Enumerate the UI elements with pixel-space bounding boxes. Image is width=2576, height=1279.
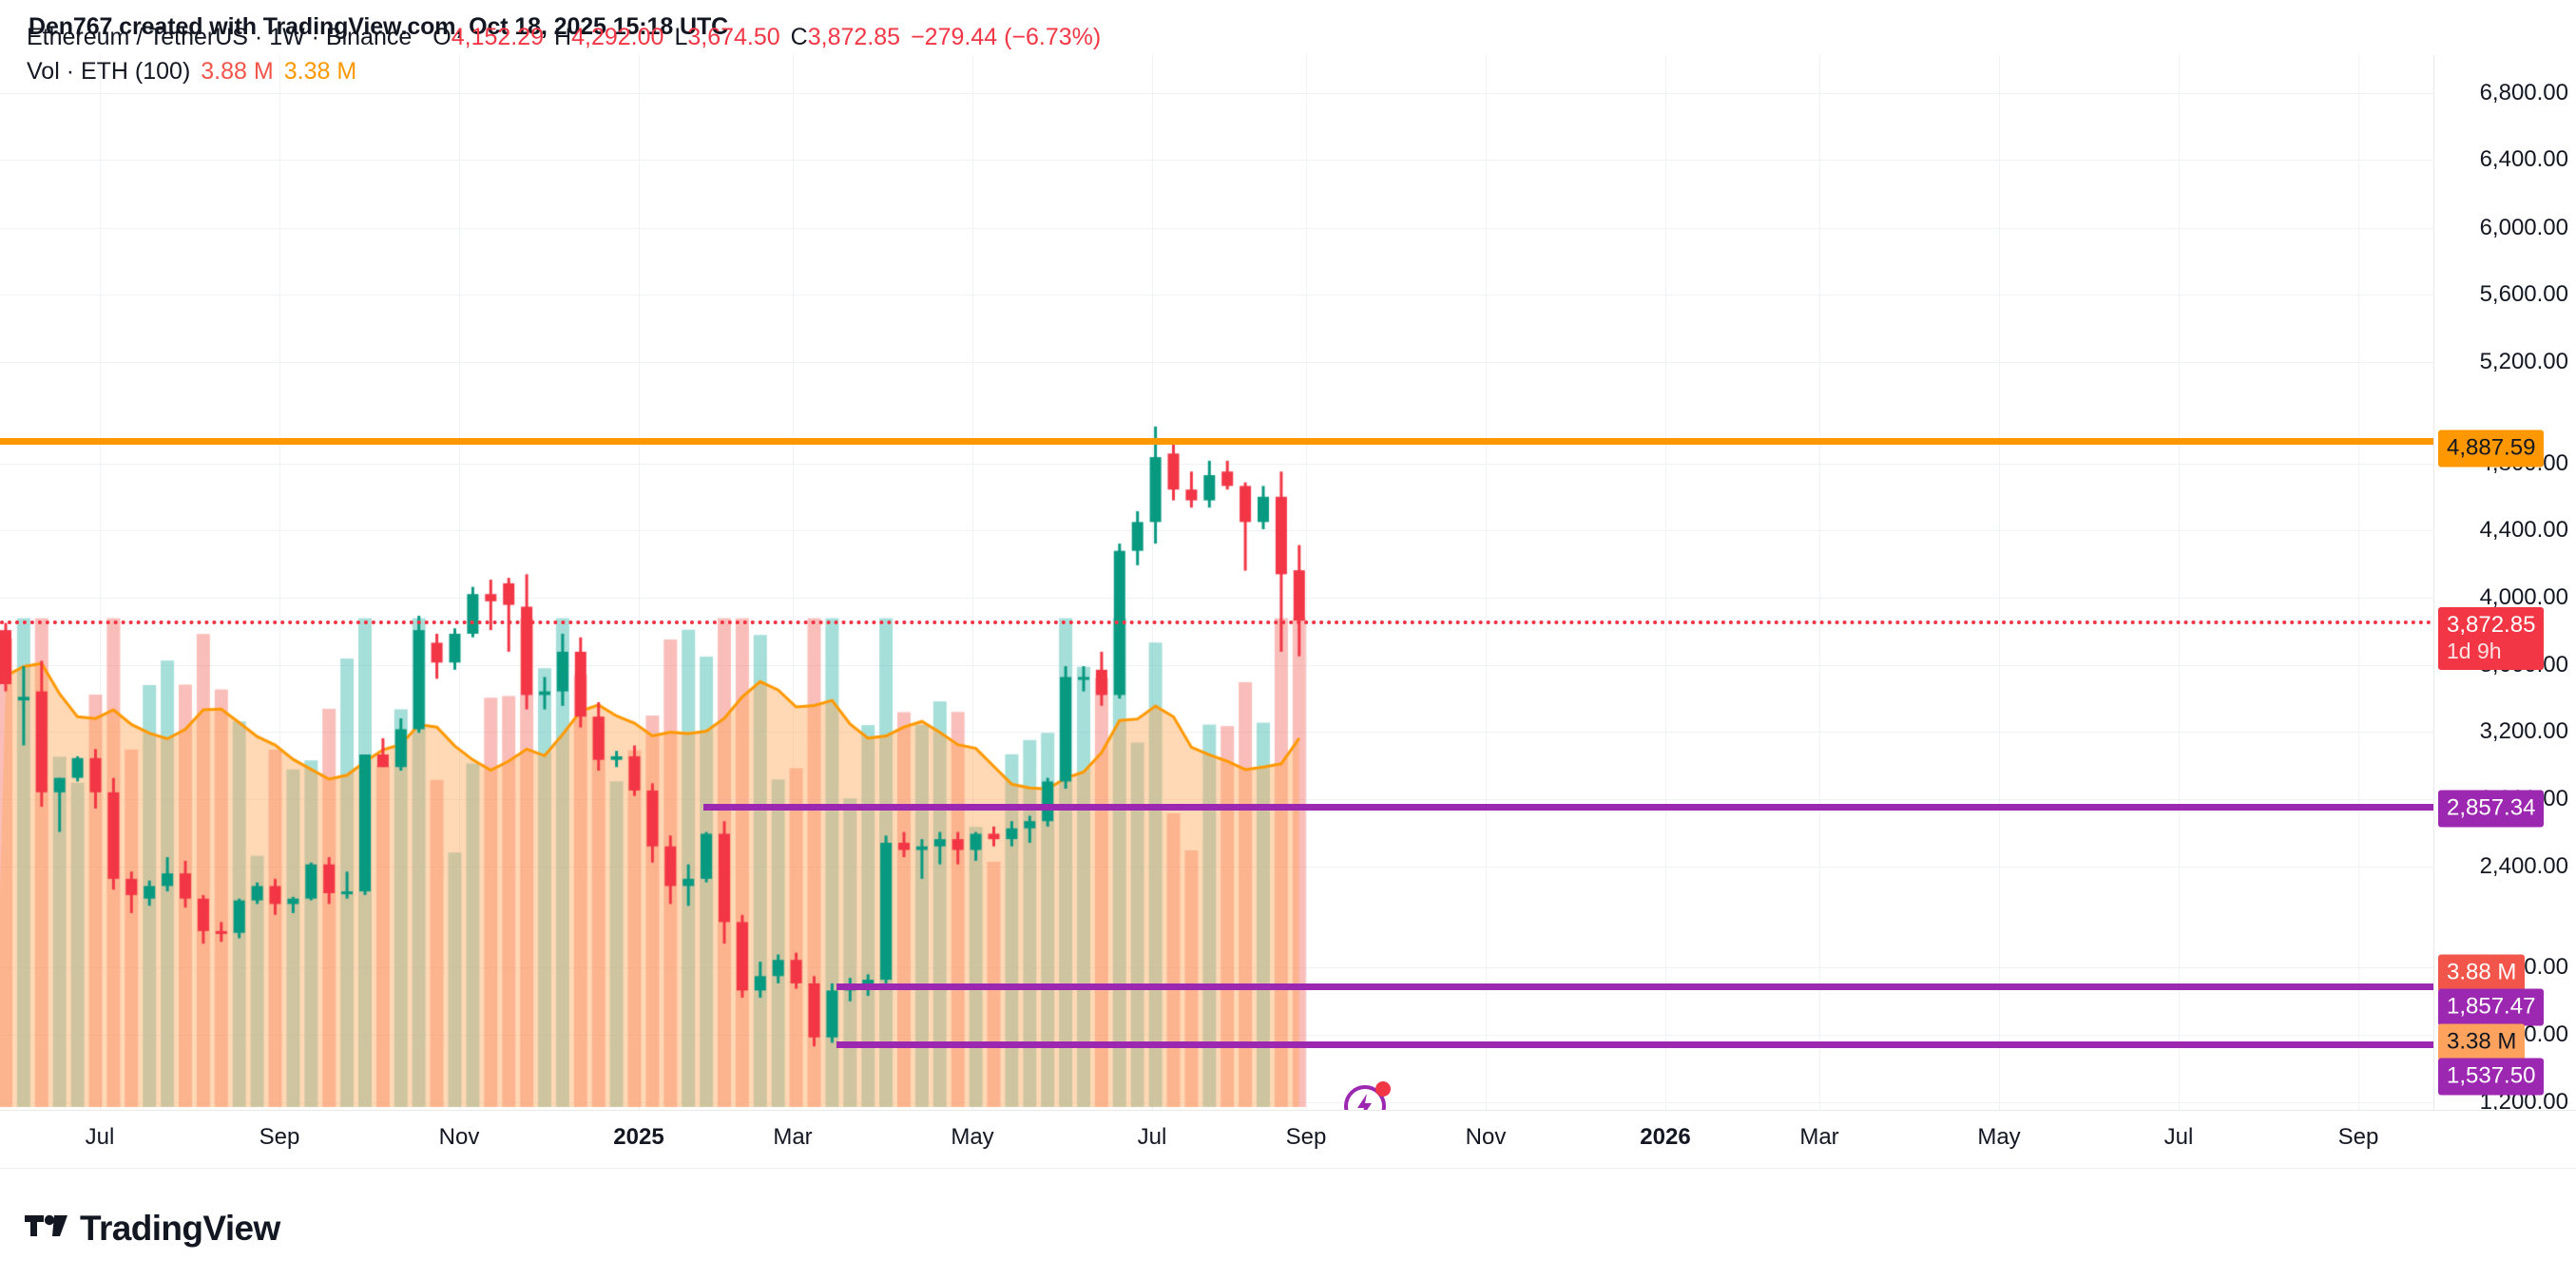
- legend-ohlc-row[interactable]: Ethereum / TetherUS · 1W · Binance O4,152…: [27, 21, 1101, 53]
- volume-ma-badge[interactable]: 3.38 M: [2438, 1023, 2526, 1061]
- support-3-price-badge[interactable]: 1,537.50: [2438, 1058, 2545, 1096]
- last-price-badge[interactable]: 3,872.85 1d 9h: [2438, 607, 2545, 670]
- legend-change-value: −279.44 (−6.73%): [911, 24, 1102, 50]
- price-axis-tick: 2,400.00: [2479, 853, 2568, 879]
- chart-legend: Ethereum / TetherUS · 1W · Binance O4,152…: [27, 21, 1101, 87]
- time-axis-tick: Jul: [1137, 1124, 1167, 1150]
- legend-volume-title[interactable]: Vol · ETH (100): [27, 58, 191, 85]
- candlestick-canvas[interactable]: [0, 55, 2433, 1110]
- support-1-price-badge[interactable]: 2,857.34: [2438, 790, 2545, 828]
- last-close-level-line: [0, 620, 2433, 625]
- support-level-2-line[interactable]: [836, 983, 2433, 991]
- time-axis-tick: May: [1977, 1124, 2021, 1150]
- time-axis-tick: Nov: [438, 1124, 480, 1150]
- legend-volume-ma-value: 3.38 M: [283, 58, 357, 85]
- tradingview-footer: TradingView: [25, 1209, 280, 1249]
- price-axis-tick: 6,400.00: [2479, 146, 2568, 172]
- legend-open-label: O: [433, 24, 452, 50]
- support-level-1-line[interactable]: [703, 803, 2433, 811]
- alert-bolt-icon[interactable]: [1342, 1079, 1392, 1110]
- legend-low-label: L: [674, 24, 688, 50]
- legend-symbol[interactable]: Ethereum / TetherUS · 1W · Binance: [27, 24, 413, 50]
- legend-close-value: 3,872.85: [807, 24, 901, 50]
- support-2-price-badge[interactable]: 1,857.47: [2438, 988, 2545, 1026]
- volume-last-badge[interactable]: 3.88 M: [2438, 954, 2526, 992]
- price-axis-tick: 4,000.00: [2479, 584, 2568, 610]
- price-axis-tick: 3,200.00: [2479, 718, 2568, 744]
- time-axis-tick: Mar: [773, 1124, 813, 1150]
- legend-volume-row[interactable]: Vol · ETH (100) 3.88 M 3.38 M: [27, 55, 1101, 87]
- attribution-text: Den767 created with TradingView.com, Oct…: [29, 13, 729, 40]
- countdown-label: 1d 9h: [2447, 639, 2502, 663]
- resistance-price-badge[interactable]: 4,887.59: [2438, 430, 2545, 468]
- legend-high-label: H: [554, 24, 572, 50]
- legend-low-value: 3,674.50: [687, 24, 780, 50]
- price-axis-tick: 6,800.00: [2479, 80, 2568, 105]
- price-axis[interactable]: 6,800.00 6,400.00 6,000.00 5,600.00 5,200.00…: [2433, 55, 2576, 1115]
- price-axis-tick: 6,000.00: [2479, 215, 2568, 240]
- legend-close-label: C: [790, 24, 808, 50]
- tradingview-wordmark: TradingView: [80, 1209, 280, 1248]
- time-axis-tick: Nov: [1465, 1124, 1507, 1150]
- time-axis-tick: Jul: [2163, 1124, 2194, 1150]
- time-axis-tick: Jul: [85, 1124, 115, 1150]
- legend-open-value: 4,152.29: [451, 24, 545, 50]
- tradingview-logo-icon: [25, 1212, 68, 1246]
- price-axis-tick: 5,600.00: [2479, 281, 2568, 307]
- time-axis-tick: Mar: [1799, 1124, 1839, 1150]
- price-axis-tick: 4,400.00: [2479, 517, 2568, 543]
- legend-high-value: 4,292.00: [571, 24, 664, 50]
- resistance-level-line[interactable]: [0, 437, 2433, 445]
- time-axis-tick: May: [951, 1124, 994, 1150]
- time-axis[interactable]: Jul Sep Nov 2025 Mar May Jul Sep Nov 2026 Mar May Ju…: [0, 1110, 2576, 1169]
- time-axis-tick: Sep: [2337, 1124, 2379, 1150]
- chart-plot-area[interactable]: [0, 55, 2433, 1110]
- legend-volume-value: 3.88 M: [201, 58, 274, 85]
- time-axis-tick: Sep: [1285, 1124, 1327, 1150]
- support-level-3-line[interactable]: [836, 1040, 2433, 1048]
- time-axis-tick: 2025: [613, 1124, 664, 1150]
- price-axis-tick: 5,200.00: [2479, 349, 2568, 374]
- time-axis-tick: Sep: [259, 1124, 300, 1150]
- time-axis-tick: 2026: [1640, 1124, 1691, 1150]
